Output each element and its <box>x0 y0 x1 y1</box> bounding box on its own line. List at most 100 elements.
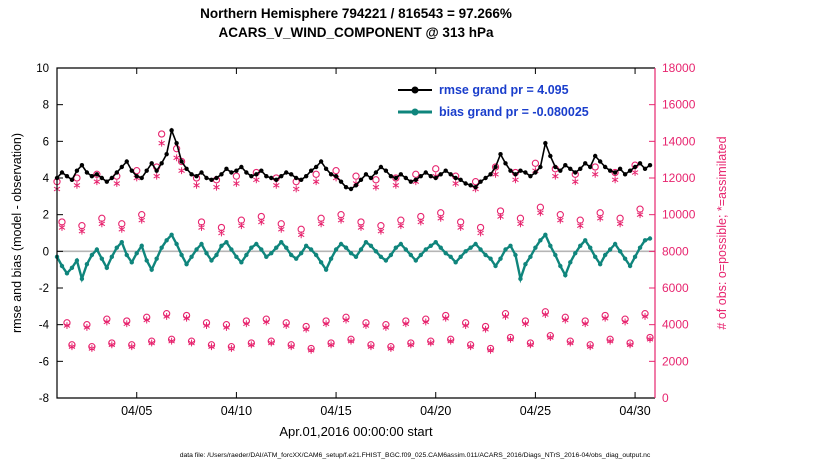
rmse-marker <box>637 161 643 166</box>
chart-subtitle: ACARS_V_WIND_COMPONENT @ 313 hPa <box>218 25 494 40</box>
bias-marker <box>254 241 259 247</box>
bias-marker <box>363 239 369 245</box>
obs-possible-marker <box>432 165 440 173</box>
legend-rmse-sample <box>398 82 432 98</box>
x-axis-tick-label: 04/15 <box>320 404 351 418</box>
rmse-marker <box>563 162 568 168</box>
bias-marker <box>453 260 458 265</box>
legend-bias-sample <box>398 104 432 120</box>
rmse-marker <box>368 175 374 181</box>
obs-possible-marker <box>491 163 500 171</box>
rmse-marker <box>363 172 369 177</box>
bias-marker <box>323 267 329 272</box>
bias-marker <box>59 263 65 269</box>
y-axis-left-tick-label: 10 <box>36 63 49 75</box>
rmse-marker <box>119 164 124 170</box>
bias-marker <box>513 252 518 258</box>
rmse-marker <box>94 172 100 177</box>
bias-marker <box>149 267 154 272</box>
obs-possible-marker <box>232 172 241 180</box>
rmse-marker <box>159 161 164 166</box>
x-axis-tick-label: 04/30 <box>619 404 650 418</box>
obs-possible-marker <box>332 167 340 175</box>
y-axis-right-tick-label: 10000 <box>662 208 696 222</box>
bias-marker <box>269 250 274 256</box>
rmse-marker <box>154 168 159 173</box>
bias-marker <box>109 254 115 260</box>
bias-marker <box>353 254 359 260</box>
y-axis-left-tick-label: 4 <box>43 173 50 185</box>
rmse-marker <box>508 168 513 173</box>
rmse-marker <box>74 168 80 173</box>
rmse-marker <box>568 166 573 172</box>
bias-marker <box>588 245 593 250</box>
bias-marker <box>443 250 448 256</box>
y-axis-left-tick-label: -8 <box>39 393 49 405</box>
rmse-marker <box>448 172 453 177</box>
y-axis-left-tick-label: -2 <box>39 283 49 295</box>
bias-marker <box>259 247 264 252</box>
y-axis-left-label: rmse and bias (model - observation) <box>10 132 24 334</box>
rmse-marker <box>214 175 219 181</box>
y-axis-right-tick-label: 16000 <box>662 98 696 112</box>
x-axis-tick-label: 04/25 <box>520 404 551 418</box>
rmse-marker <box>423 170 428 175</box>
rmse-marker <box>313 164 319 170</box>
rmse-marker <box>433 175 438 181</box>
obs-possible-marker <box>372 176 380 184</box>
bias-marker <box>129 260 134 265</box>
rmse-marker <box>224 166 229 172</box>
bias-marker <box>458 254 463 260</box>
rmse-marker <box>164 151 169 157</box>
rmse-marker <box>59 170 65 175</box>
bias-marker <box>607 247 613 252</box>
rmse-marker <box>483 175 488 181</box>
bias-marker <box>274 245 279 250</box>
bias-marker <box>642 238 648 243</box>
bias-marker <box>174 241 179 247</box>
rmse-marker <box>373 170 379 175</box>
bias-marker <box>583 238 588 243</box>
bias-marker <box>438 245 443 250</box>
rmse-marker <box>99 175 105 181</box>
obs-possible-marker <box>93 170 101 178</box>
bias-marker <box>368 243 374 249</box>
rmse-marker <box>289 172 294 177</box>
rmse-marker <box>139 175 144 181</box>
rmse-marker <box>602 164 608 170</box>
bias-marker <box>423 247 428 252</box>
x-axis-tick-label: 04/10 <box>221 404 252 418</box>
rmse-marker <box>627 168 633 173</box>
bias-marker <box>303 243 309 249</box>
rmse-marker <box>69 177 75 183</box>
chart-title: Northern Hemisphere 794221 / 816543 = 97… <box>200 6 512 21</box>
x-axis-tick-label: 04/20 <box>420 404 451 418</box>
y-axis-right-tick-label: 8000 <box>662 244 689 258</box>
rmse-marker <box>642 166 648 172</box>
bias-marker <box>239 260 244 265</box>
rmse-marker <box>229 170 234 175</box>
rmse-marker <box>144 168 149 173</box>
bias-marker <box>612 241 618 247</box>
rmse-marker <box>79 162 85 168</box>
rmse-marker <box>617 166 623 172</box>
rmse-marker <box>204 175 209 181</box>
bias-marker <box>204 250 209 256</box>
obs-possible-marker <box>157 130 166 138</box>
bias-marker <box>553 252 558 258</box>
bias-marker <box>508 243 513 249</box>
bias-marker <box>199 241 204 247</box>
rmse-marker <box>607 168 613 173</box>
obs-possible-marker <box>352 172 360 180</box>
rmse-marker <box>348 186 354 192</box>
bias-marker <box>298 250 304 256</box>
rmse-marker <box>338 179 344 184</box>
rmse-marker <box>104 179 110 184</box>
rmse-marker <box>573 170 578 175</box>
bias-marker <box>348 250 354 256</box>
rmse-marker <box>523 170 528 175</box>
bias-marker <box>119 239 124 245</box>
bias-marker <box>64 271 70 276</box>
bias-marker <box>333 247 339 252</box>
